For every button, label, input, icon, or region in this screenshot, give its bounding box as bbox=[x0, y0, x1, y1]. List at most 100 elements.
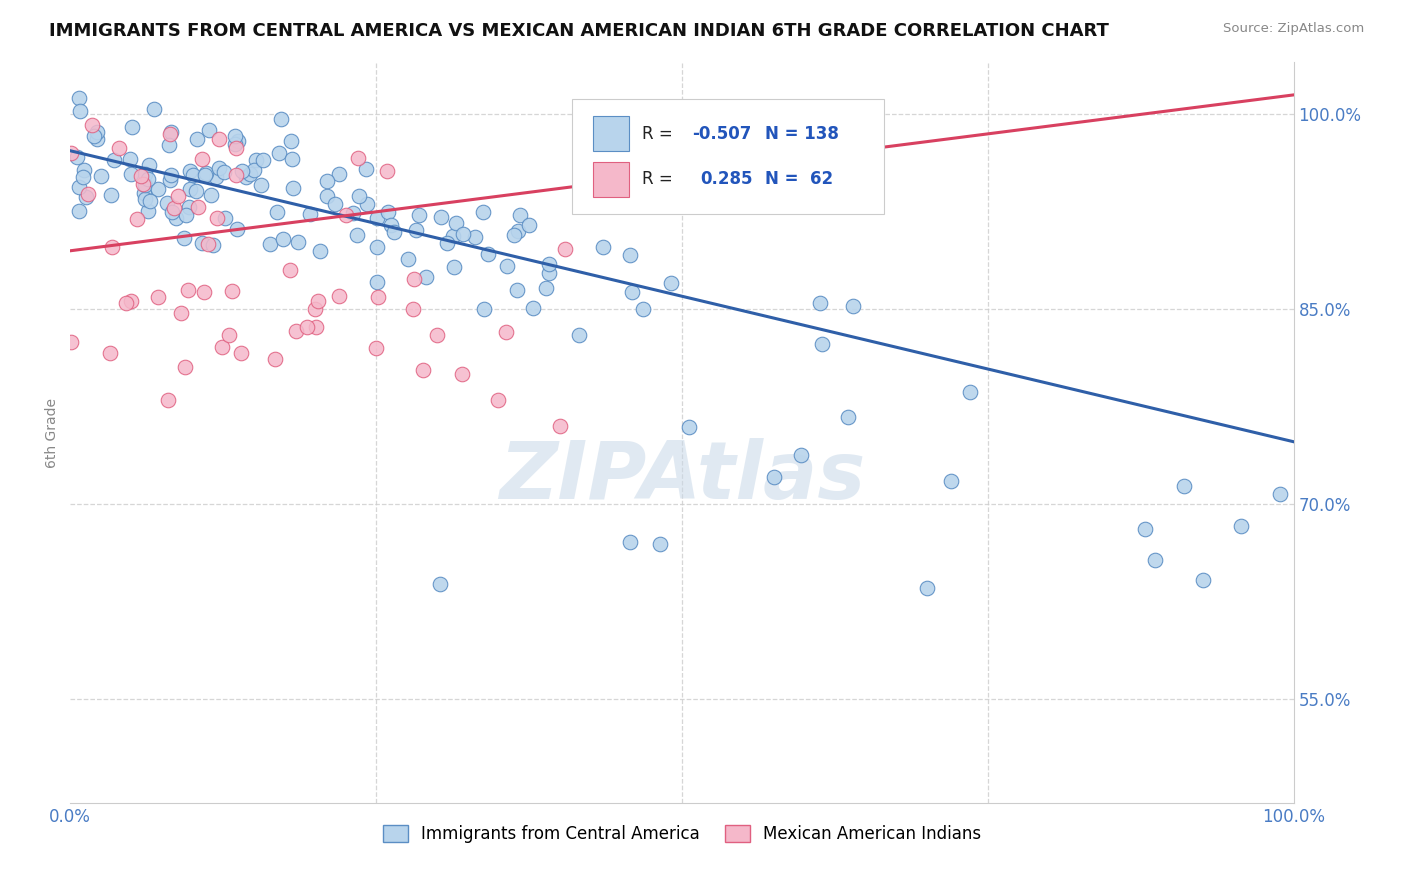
Point bbox=[107, 141, 129, 155]
Point bbox=[280, 263, 302, 277]
Point bbox=[208, 161, 231, 175]
Point bbox=[650, 537, 672, 551]
Point bbox=[67, 203, 90, 218]
Point bbox=[328, 289, 350, 303]
Point bbox=[160, 205, 183, 219]
Point bbox=[412, 363, 434, 377]
Point bbox=[114, 296, 136, 310]
Point bbox=[138, 158, 160, 172]
Point bbox=[197, 236, 219, 251]
Text: -0.507: -0.507 bbox=[692, 125, 751, 143]
Point bbox=[82, 118, 104, 132]
Point bbox=[214, 211, 236, 226]
Point bbox=[121, 120, 143, 135]
Point bbox=[173, 231, 195, 245]
Point bbox=[506, 283, 529, 297]
Point bbox=[86, 132, 108, 146]
Point bbox=[495, 325, 517, 339]
Point bbox=[426, 328, 449, 343]
Point bbox=[134, 178, 156, 192]
Point bbox=[517, 218, 540, 232]
Point bbox=[146, 182, 169, 196]
Point bbox=[193, 285, 215, 299]
Point bbox=[69, 103, 91, 118]
Point bbox=[354, 162, 377, 177]
Point bbox=[415, 270, 437, 285]
Point bbox=[619, 535, 641, 549]
Point bbox=[187, 200, 209, 214]
Point bbox=[67, 179, 90, 194]
Point bbox=[155, 195, 177, 210]
Point bbox=[477, 247, 499, 261]
Point bbox=[136, 171, 159, 186]
Point bbox=[347, 151, 370, 165]
Point bbox=[271, 232, 294, 246]
Point bbox=[366, 341, 388, 355]
FancyBboxPatch shape bbox=[592, 116, 630, 152]
Point bbox=[568, 327, 591, 342]
Point bbox=[59, 335, 82, 350]
Point bbox=[678, 420, 700, 434]
Point bbox=[224, 129, 246, 144]
Point bbox=[136, 204, 159, 219]
Point bbox=[167, 189, 190, 203]
Point bbox=[429, 211, 451, 225]
Point bbox=[200, 188, 222, 202]
Point bbox=[250, 178, 273, 193]
Point bbox=[659, 276, 682, 290]
Point bbox=[173, 359, 195, 374]
Point bbox=[464, 230, 486, 244]
Point bbox=[436, 235, 458, 250]
Point bbox=[159, 173, 181, 187]
Point bbox=[191, 152, 214, 166]
Point bbox=[73, 162, 96, 177]
Point bbox=[235, 170, 257, 185]
Point bbox=[347, 189, 370, 203]
Point bbox=[103, 153, 125, 167]
Point bbox=[181, 168, 204, 182]
Point bbox=[267, 146, 290, 161]
Point bbox=[915, 582, 938, 596]
Point bbox=[76, 186, 98, 201]
Text: 0.285: 0.285 bbox=[700, 170, 752, 188]
Point bbox=[266, 205, 288, 219]
Point bbox=[429, 576, 451, 591]
Text: ZIPAtlas: ZIPAtlas bbox=[499, 438, 865, 516]
Point bbox=[132, 186, 155, 200]
Point bbox=[226, 134, 249, 148]
Point bbox=[592, 240, 614, 254]
Point bbox=[86, 125, 108, 139]
Point bbox=[402, 302, 425, 317]
Point bbox=[309, 244, 332, 259]
Point bbox=[536, 281, 558, 295]
Point bbox=[120, 294, 142, 309]
Point bbox=[134, 192, 156, 206]
Point bbox=[186, 132, 208, 146]
Point bbox=[790, 448, 813, 462]
Point bbox=[66, 150, 89, 164]
Point bbox=[194, 166, 217, 180]
Point bbox=[619, 248, 641, 262]
Point bbox=[243, 163, 266, 178]
Point bbox=[328, 167, 350, 181]
Point bbox=[620, 285, 643, 299]
Point bbox=[842, 299, 865, 313]
Text: IMMIGRANTS FROM CENTRAL AMERICA VS MEXICAN AMERICAN INDIAN 6TH GRADE CORRELATION: IMMIGRANTS FROM CENTRAL AMERICA VS MEXIC… bbox=[49, 22, 1109, 40]
Point bbox=[342, 206, 364, 220]
Point bbox=[509, 208, 531, 222]
Point bbox=[264, 352, 287, 367]
Point bbox=[366, 240, 388, 254]
FancyBboxPatch shape bbox=[572, 99, 884, 214]
Point bbox=[139, 194, 162, 209]
Text: Source: ZipAtlas.com: Source: ZipAtlas.com bbox=[1223, 22, 1364, 36]
Point bbox=[377, 205, 399, 219]
Point bbox=[366, 211, 388, 225]
Point bbox=[496, 259, 519, 273]
Point bbox=[538, 266, 561, 280]
Point bbox=[1268, 486, 1291, 500]
Point bbox=[100, 188, 122, 202]
Point bbox=[522, 301, 544, 315]
Point bbox=[208, 132, 231, 146]
Point bbox=[159, 125, 181, 139]
Point bbox=[174, 208, 197, 222]
